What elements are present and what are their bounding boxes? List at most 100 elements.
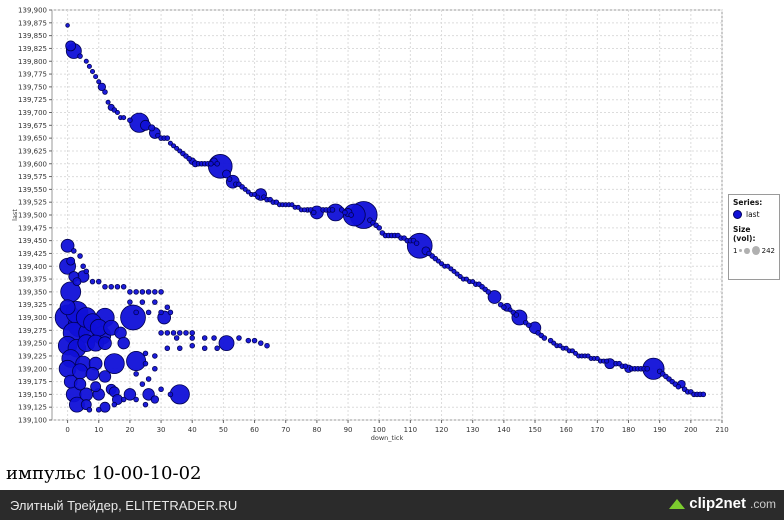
data-point [98, 370, 112, 383]
x-tick-label: 110 [404, 426, 417, 434]
data-point [127, 117, 133, 123]
y-tick-label: 139,375 [18, 276, 47, 284]
data-point [158, 330, 164, 336]
data-point [127, 289, 133, 295]
data-point [77, 53, 83, 59]
data-point [123, 388, 137, 401]
data-point [126, 351, 147, 372]
data-point [133, 289, 139, 295]
data-point [573, 350, 579, 356]
data-point [65, 23, 70, 28]
y-tick-label: 139,550 [18, 186, 47, 194]
data-point [201, 345, 208, 351]
series-marker-icon [733, 210, 742, 219]
clip2net-logo[interactable]: clip2net .com [669, 495, 776, 512]
y-tick-label: 139,400 [18, 263, 47, 271]
data-point [311, 209, 317, 216]
data-point [201, 335, 208, 341]
legend-series-header: Series: [733, 198, 763, 207]
data-point [117, 336, 130, 350]
data-point [448, 266, 454, 272]
data-point [158, 289, 164, 295]
data-point [145, 376, 152, 382]
chart-area: 139,100 139,125 139,150 139,175 139,200 139,2… [11, 7, 780, 442]
size-medium-icon [744, 247, 750, 254]
data-point [214, 345, 220, 351]
data-point [133, 396, 139, 403]
data-point [183, 330, 189, 336]
data-point [139, 381, 146, 387]
data-point [255, 194, 261, 200]
plot-frame [51, 9, 723, 421]
data-point [148, 124, 156, 132]
data-point [167, 309, 174, 316]
x-tick-label: 40 [188, 426, 197, 434]
y-tick-label: 139,875 [18, 19, 47, 27]
data-point [541, 335, 548, 341]
data-point [142, 401, 149, 408]
data-point [158, 309, 164, 316]
data-point [301, 207, 307, 213]
data-point [114, 110, 120, 116]
legend-series-label: last [746, 210, 760, 219]
data-point [189, 342, 195, 349]
data-point [114, 283, 121, 290]
logo-domain: .com [749, 496, 776, 511]
data-point [222, 169, 231, 179]
y-tick-label: 139,750 [18, 83, 47, 91]
y-tick-label: 139,150 [18, 391, 47, 399]
chart-caption: импульс 10-00-10-02 [6, 463, 202, 484]
y-axis-label: last [11, 209, 19, 221]
data-point [218, 335, 235, 352]
y-tick-label: 139,100 [18, 417, 47, 425]
logo-text: clip2net [689, 495, 746, 512]
data-point [487, 290, 502, 304]
data-point [96, 79, 102, 85]
data-point [164, 345, 171, 351]
legend-size-min: 1 [733, 246, 738, 255]
data-point [142, 350, 149, 357]
data-point [348, 212, 354, 218]
y-tick-label: 139,275 [18, 327, 47, 335]
data-point [700, 391, 707, 398]
data-point [97, 82, 107, 92]
data-point [242, 186, 248, 192]
data-point [376, 225, 382, 231]
x-tick-label: 160 [559, 426, 572, 434]
data-point [114, 326, 127, 340]
x-tick-label: 90 [344, 426, 353, 434]
data-point [170, 330, 177, 336]
data-point [86, 406, 93, 413]
data-point [413, 240, 420, 246]
data-point [66, 256, 76, 266]
data-point [95, 406, 102, 413]
x-tick-label: 150 [528, 426, 541, 434]
data-point [139, 299, 146, 305]
data-point [164, 330, 171, 336]
data-point [329, 207, 336, 213]
size-large-icon [751, 246, 760, 255]
data-point [594, 355, 600, 361]
x-tick-label: 130 [466, 426, 479, 434]
y-tick-label: 139,800 [18, 58, 47, 66]
y-tick-label: 139,250 [18, 340, 47, 348]
y-tick-label: 139,625 [18, 147, 47, 155]
data-point [177, 330, 183, 336]
data-point [85, 367, 100, 381]
legend-size-scale: 1 242 [733, 246, 775, 255]
data-point [173, 335, 180, 341]
data-point [139, 289, 146, 295]
data-point [152, 365, 158, 372]
data-point [164, 135, 171, 141]
data-point [435, 258, 441, 264]
y-tick-label: 139,200 [18, 365, 47, 373]
data-point [73, 377, 87, 391]
footer-site-text[interactable]: Элитный Трейдер, ELITETRADER.RU [10, 498, 238, 513]
data-point [103, 353, 125, 375]
data-point [152, 353, 158, 359]
x-tick-label: 190 [653, 426, 666, 434]
data-point [295, 204, 301, 210]
x-axis-label: down_tick [371, 434, 404, 442]
y-tick-label: 139,650 [18, 135, 47, 143]
data-point [463, 276, 469, 282]
